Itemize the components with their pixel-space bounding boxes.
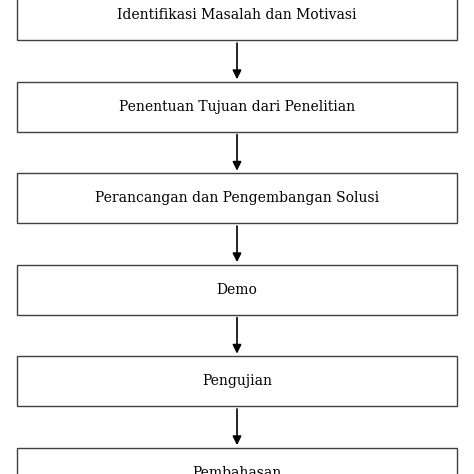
Text: Identifikasi Masalah dan Motivasi: Identifikasi Masalah dan Motivasi xyxy=(117,9,357,22)
Bar xyxy=(17,0,457,40)
Text: Penentuan Tujuan dari Penelitian: Penentuan Tujuan dari Penelitian xyxy=(119,100,355,114)
Text: Pembahasan: Pembahasan xyxy=(192,466,282,474)
Bar xyxy=(17,82,457,132)
Text: Demo: Demo xyxy=(217,283,257,297)
Bar xyxy=(17,265,457,315)
Bar xyxy=(17,356,457,406)
Bar xyxy=(17,173,457,223)
Text: Perancangan dan Pengembangan Solusi: Perancangan dan Pengembangan Solusi xyxy=(95,191,379,205)
Bar xyxy=(17,448,457,474)
Text: Pengujian: Pengujian xyxy=(202,374,272,388)
